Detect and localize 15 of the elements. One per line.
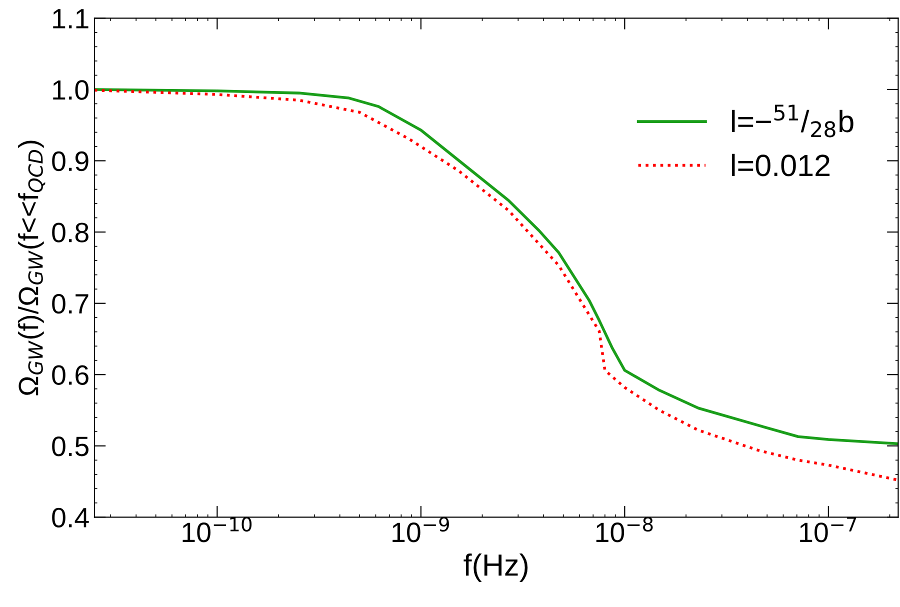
legend-label: l=0.012 xyxy=(732,154,830,176)
y-tick-label: 0.5 xyxy=(52,436,88,456)
y-tick-label: 1.0 xyxy=(53,80,89,100)
x-axis-title: f(Hz) xyxy=(464,553,528,582)
legend-label: l=−$^{51}$/$_{28}$b xyxy=(732,104,854,138)
y-tick-label: 0.9 xyxy=(52,151,88,172)
y-tick-label: 1.1 xyxy=(53,9,88,28)
y-axis-title: Ω$_{GW}$(f)/Ω$_{GW}$(f<<f$_{QCD}$) xyxy=(18,140,46,396)
y-tick-label: 0.7 xyxy=(52,294,88,314)
y-tick-label: 0.8 xyxy=(52,222,88,242)
x-tick-label: 10$^{−10}$ xyxy=(182,516,252,542)
y-tick-label: 0.6 xyxy=(52,365,88,385)
y-tick-label: 0.4 xyxy=(52,508,89,528)
x-tick-label: 10$^{−8}$ xyxy=(596,516,653,542)
x-tick-label: 10$^{−9}$ xyxy=(392,516,449,542)
